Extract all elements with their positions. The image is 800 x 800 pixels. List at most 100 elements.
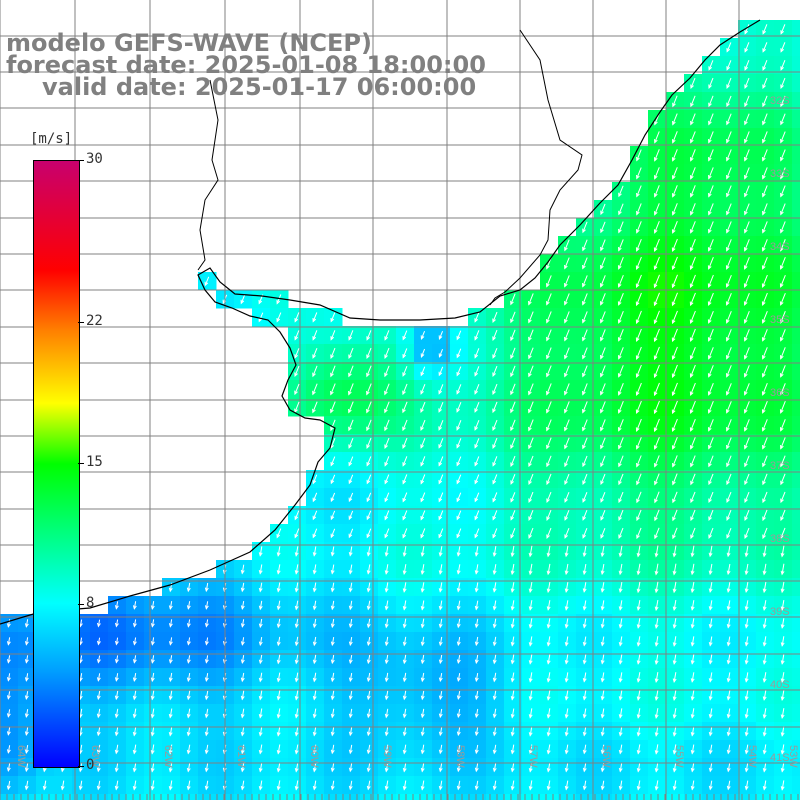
- wind-arrow: [780, 24, 786, 35]
- wind-arrow: [653, 274, 660, 289]
- wind-arrow: [492, 492, 498, 503]
- wind-speed-cell: [792, 74, 800, 93]
- wind-arrow: [654, 581, 659, 594]
- wind-speed-cell: [792, 632, 800, 651]
- wind-arrow: [528, 527, 534, 539]
- wind-arrow: [348, 654, 353, 665]
- wind-speed-cell: [360, 794, 379, 800]
- wind-arrow: [60, 780, 65, 791]
- wind-arrow: [312, 780, 317, 791]
- wind-arrow: [744, 437, 750, 450]
- wind-arrow: [384, 636, 389, 647]
- wind-arrow: [636, 527, 642, 540]
- wind-arrow: [582, 600, 587, 611]
- wind-arrow: [617, 292, 624, 306]
- wind-arrow: [600, 672, 605, 683]
- wind-arrow: [725, 311, 732, 324]
- wind-speed-cell: [144, 794, 163, 800]
- wind-arrow: [456, 348, 462, 359]
- wind-arrow: [635, 400, 642, 415]
- wind-arrow: [779, 239, 786, 252]
- wind-arrow: [348, 510, 354, 521]
- wind-arrow: [600, 455, 606, 468]
- wind-arrow: [744, 491, 750, 504]
- lon-label: 57W: [527, 745, 539, 768]
- wind-speed-cell: [90, 794, 109, 800]
- wind-arrow: [636, 654, 641, 665]
- wind-arrow: [456, 582, 461, 593]
- wind-arrow: [294, 312, 300, 323]
- wind-arrow: [204, 276, 210, 287]
- colorbar-tick-label: 30: [86, 151, 103, 167]
- wind-arrow: [654, 618, 659, 629]
- wind-arrow: [474, 618, 479, 629]
- wind-arrow: [672, 545, 677, 558]
- wind-arrow: [780, 527, 786, 540]
- wind-arrow: [671, 437, 678, 450]
- wind-arrow: [744, 509, 750, 522]
- wind-speed-cell: [792, 722, 800, 741]
- wind-arrow: [366, 474, 372, 485]
- wind-arrow: [24, 727, 29, 737]
- wind-arrow: [780, 42, 786, 53]
- wind-arrow: [366, 582, 371, 593]
- wind-arrow: [617, 401, 624, 414]
- wind-arrow: [312, 347, 318, 359]
- wind-arrow: [725, 347, 732, 360]
- wind-arrow: [564, 600, 569, 611]
- wind-arrow: [708, 185, 714, 198]
- wind-arrow: [653, 167, 660, 180]
- wind-arrow: [474, 384, 480, 395]
- wind-arrow: [510, 636, 515, 647]
- wind-arrow: [726, 527, 732, 539]
- wind-arrow: [654, 654, 659, 665]
- wind-arrow: [653, 400, 660, 415]
- wind-arrow: [150, 655, 155, 664]
- wind-arrow: [564, 329, 570, 342]
- wind-arrow: [743, 239, 750, 252]
- wind-arrow: [438, 582, 443, 593]
- lat-label: 37S: [770, 460, 790, 472]
- wind-arrow: [438, 654, 443, 665]
- wind-arrow: [294, 528, 300, 539]
- wind-arrow: [420, 419, 426, 432]
- wind-arrow: [312, 546, 317, 557]
- wind-arrow: [168, 672, 173, 683]
- wind-arrow: [762, 24, 768, 35]
- wind-arrow: [204, 726, 209, 737]
- wind-arrow: [528, 419, 534, 432]
- wind-speed-cell: [756, 794, 775, 800]
- wind-speed-cell: [792, 254, 800, 273]
- wind-speed-cell: [738, 794, 757, 800]
- wind-arrow: [654, 690, 659, 702]
- wind-arrow: [294, 654, 299, 665]
- wind-arrow: [510, 563, 515, 576]
- wind-arrow: [600, 708, 605, 719]
- wind-arrow: [186, 780, 191, 791]
- wind-arrow: [348, 564, 353, 575]
- wind-arrow: [726, 203, 732, 216]
- wind-arrow: [384, 510, 390, 521]
- wind-arrow: [312, 330, 318, 341]
- wind-arrow: [276, 726, 281, 737]
- wind-arrow: [294, 564, 299, 575]
- wind-arrow: [276, 546, 281, 557]
- wind-arrow: [582, 455, 588, 468]
- wind-arrow: [726, 726, 731, 737]
- wind-arrow: [762, 95, 768, 108]
- wind-speed-cell: [72, 794, 91, 800]
- wind-arrow: [528, 780, 533, 791]
- wind-arrow: [528, 401, 534, 414]
- wind-arrow: [780, 726, 785, 737]
- wind-arrow: [96, 619, 101, 628]
- wind-arrow: [762, 726, 767, 737]
- wind-arrow: [330, 564, 335, 575]
- wind-arrow: [168, 762, 173, 773]
- wind-speed-cell: [342, 794, 361, 800]
- wind-arrow: [240, 619, 245, 628]
- wind-arrow: [294, 636, 299, 647]
- wind-arrow: [474, 510, 480, 521]
- wind-arrow: [726, 708, 731, 719]
- wind-arrow: [708, 545, 713, 558]
- wind-arrow: [707, 365, 714, 378]
